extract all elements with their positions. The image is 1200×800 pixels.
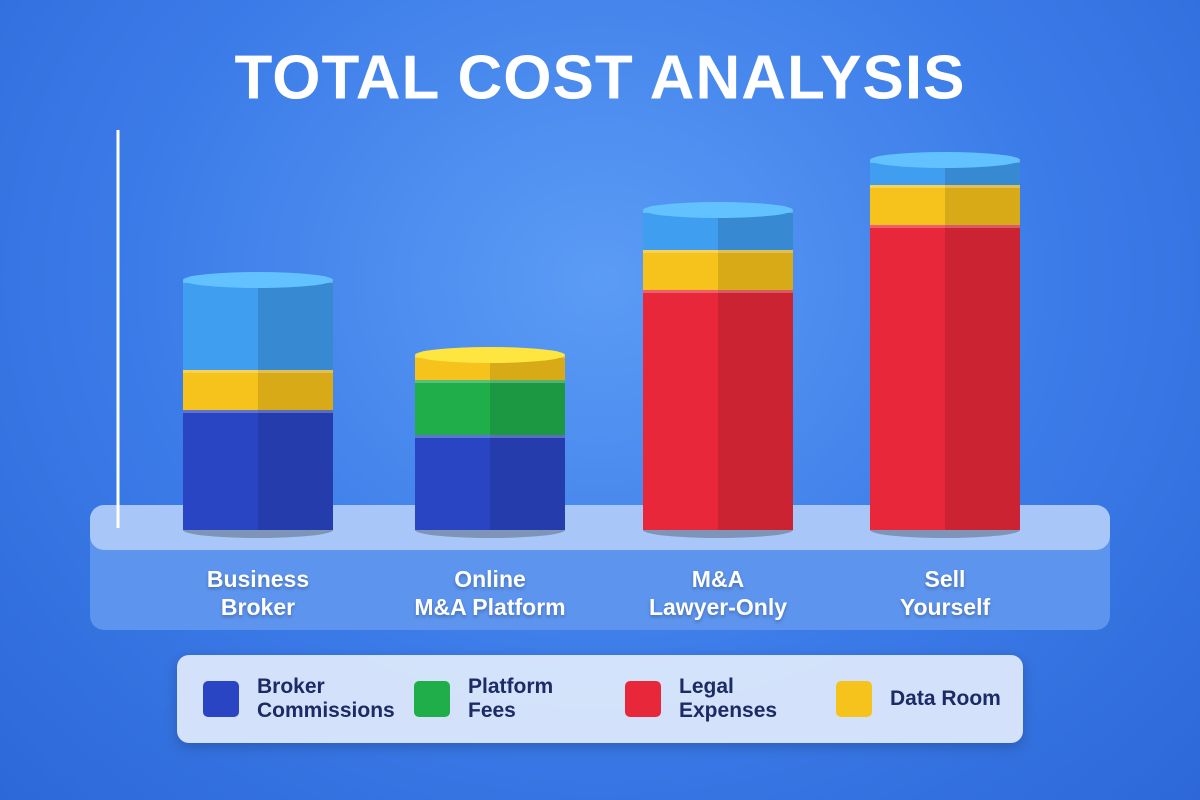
bar-segment [183, 370, 333, 410]
legend-item: Broker Commissions [203, 675, 395, 723]
bar-cap [415, 347, 565, 363]
bar-joint [415, 380, 565, 383]
bar-shade [258, 280, 333, 370]
legend-label: Platform Fees [468, 675, 554, 722]
x-tick-label: Business Broker [148, 565, 368, 621]
bar-joint [643, 290, 793, 293]
bar-shade [718, 250, 793, 290]
x-tick-label-line: M&A Platform [414, 594, 566, 620]
bar-shade [258, 370, 333, 410]
bar-joint [415, 435, 565, 438]
bar-joint [183, 370, 333, 373]
x-tick-label-line: M&A [691, 566, 745, 592]
bar-cap [870, 152, 1020, 168]
legend-swatch [414, 681, 450, 717]
bar-segment [415, 380, 565, 435]
x-tick-label-line: Business [206, 566, 310, 592]
bar-segment [643, 250, 793, 290]
bar-segment [870, 225, 1020, 530]
legend-label: Legal Expenses [679, 675, 778, 722]
bar-shade [718, 290, 793, 530]
x-tick-label: Online M&A Platform [380, 565, 600, 621]
legend-item: Data Room [836, 681, 1021, 717]
legend-swatch [203, 681, 239, 717]
bar-shade [490, 435, 565, 530]
legend-swatch [836, 681, 872, 717]
bar-joint [643, 250, 793, 253]
bar-cap [643, 202, 793, 218]
bar-shade [258, 410, 333, 530]
x-tick-label-line: Yourself [899, 594, 991, 620]
x-tick-label: M&A Lawyer-Only [608, 565, 828, 621]
bar-cap [183, 272, 333, 288]
x-tick-label-line: Online [454, 566, 526, 592]
bar-segment [183, 280, 333, 370]
platform-top [90, 505, 1110, 550]
legend: Broker Commissions Platform Fees Legal Exp… [177, 655, 1023, 743]
bar-segment [415, 435, 565, 530]
x-tick-label-line: Sell [924, 566, 966, 592]
bar-joint [870, 225, 1020, 228]
bar-joint [183, 410, 333, 413]
legend-label: Data Room [890, 687, 1001, 710]
bar-segment [183, 410, 333, 530]
legend-label: Broker Commissions [257, 675, 395, 722]
x-tick-label-line: Broker [220, 594, 296, 620]
bar-segment [870, 185, 1020, 225]
x-tick-label: Sell Yourself [835, 565, 1055, 621]
bar-shade [945, 225, 1020, 530]
bar-segment [643, 290, 793, 530]
bar-joint [870, 185, 1020, 188]
bar-shade [945, 185, 1020, 225]
legend-item: Legal Expenses [625, 675, 810, 723]
legend-swatch [625, 681, 661, 717]
x-tick-label-line: Lawyer-Only [648, 594, 788, 620]
legend-item: Platform Fees [414, 675, 599, 723]
chart-title: TOTAL COST ANALYSIS [235, 43, 966, 112]
bar-shade [490, 380, 565, 435]
